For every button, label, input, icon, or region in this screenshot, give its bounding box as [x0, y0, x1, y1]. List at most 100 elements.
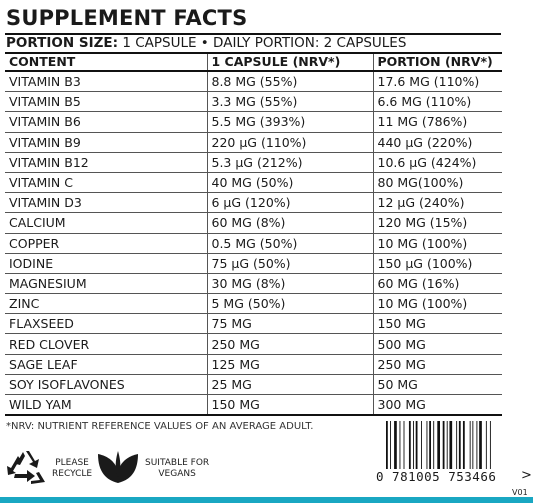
cell-per-capsule: 8.8 MG (55%) — [206, 71, 373, 93]
cell-per-capsule: 125 MG — [206, 354, 373, 375]
barcode-bar — [394, 421, 397, 469]
cell-content: VITAMIN B5 — [5, 91, 207, 113]
cell-content: VITAMIN B6 — [5, 111, 207, 133]
cell-per-portion: 10 MG (100%) — [372, 293, 502, 315]
cell-per-capsule: 6 µG (120%) — [206, 192, 373, 214]
version-code: V01 — [512, 488, 528, 497]
cell-per-capsule: 5 MG (50%) — [206, 293, 373, 315]
table-row: WILD YAM 150 MG 300 MG — [5, 394, 502, 417]
barcode-bar — [408, 421, 411, 469]
cell-content: VITAMIN B12 — [5, 152, 207, 173]
cell-per-portion: 17.6 MG (110%) — [372, 71, 502, 93]
portion-size-text: 1 CAPSULE • DAILY PORTION: 2 CAPSULES — [122, 35, 407, 51]
table-row: VITAMIN C 40 MG (50%) 80 MG(100%) — [5, 172, 502, 194]
cell-content: COPPER — [5, 233, 207, 254]
bottom-color-band — [0, 497, 533, 503]
barcode-bar — [462, 421, 465, 469]
header-content: CONTENT — [5, 52, 207, 72]
cell-per-portion: 12 µG (240%) — [372, 192, 502, 214]
cell-content: VITAMIN B3 — [5, 71, 207, 93]
cell-per-portion: 50 MG — [372, 374, 502, 396]
barcode-bar — [485, 421, 487, 469]
cell-content: VITAMIN C — [5, 172, 207, 194]
table-row: RED CLOVER 250 MG 500 MG — [5, 333, 502, 355]
barcode-bar — [403, 421, 405, 469]
cell-per-portion: 11 MG (786%) — [372, 111, 502, 133]
cell-per-capsule: 5.3 µG (212%) — [206, 152, 373, 173]
barcode-image — [386, 421, 491, 469]
cell-per-portion: 500 MG — [372, 333, 502, 355]
cell-per-portion: 250 MG — [372, 354, 502, 375]
recycle-icon — [7, 451, 45, 484]
table-row: VITAMIN D3 6 µG (120%) 12 µG (240%) — [5, 192, 502, 214]
cell-content: FLAXSEED — [5, 313, 207, 335]
recycle-line2: RECYCLE — [52, 469, 93, 479]
cell-per-capsule: 40 MG (50%) — [206, 172, 373, 194]
barcode-bar — [489, 421, 491, 469]
recycle-line1: PLEASE — [55, 458, 89, 468]
barcode-bar — [479, 421, 482, 469]
vegan-line1: SUITABLE FOR — [145, 458, 210, 468]
cell-content: ZINC — [5, 293, 207, 315]
barcode-bar — [469, 421, 471, 469]
barcode-bar — [458, 421, 461, 469]
cell-per-portion: 60 MG (16%) — [372, 273, 502, 295]
table-row: MAGNESIUM 30 MG (8%) 60 MG (16%) — [5, 273, 502, 295]
cell-per-capsule: 5.5 MG (393%) — [206, 111, 373, 133]
cell-per-portion: 150 µG (100%) — [372, 253, 502, 274]
table-row: IODINE 75 µG (50%) 150 µG (100%) — [5, 253, 502, 274]
nrv-footnote: *NRV: NUTRIENT REFERENCE VALUES OF AN AV… — [6, 421, 314, 432]
cell-per-capsule: 0.5 MG (50%) — [206, 233, 373, 254]
barcode-quiet-zone-marker: > — [521, 468, 532, 483]
cell-per-capsule: 25 MG — [206, 374, 373, 396]
header-per-capsule: 1 CAPSULE (NRV*) — [206, 52, 373, 72]
cell-per-portion: 6.6 MG (110%) — [372, 91, 502, 113]
barcode-bar — [426, 421, 428, 469]
barcode-bar — [413, 421, 414, 469]
cell-per-capsule: 30 MG (8%) — [206, 273, 373, 295]
supplement-facts-table: CONTENT 1 CAPSULE (NRV*) PORTION (NRV*) … — [5, 52, 502, 417]
barcode-bar — [442, 421, 445, 469]
cell-per-portion: 10.6 µG (424%) — [372, 152, 502, 173]
cell-per-capsule: 60 MG (8%) — [206, 212, 373, 234]
cell-per-capsule: 75 MG — [206, 313, 373, 335]
table-row: COPPER 0.5 MG (50%) 10 MG (100%) — [5, 233, 502, 254]
header-per-portion: PORTION (NRV*) — [372, 52, 502, 72]
cell-content: VITAMIN B9 — [5, 132, 207, 153]
cell-per-portion: 150 MG — [372, 313, 502, 335]
cell-content: CALCIUM — [5, 212, 207, 234]
vegan-line2: VEGANS — [158, 469, 196, 479]
portion-size-label: PORTION SIZE: — [6, 35, 119, 51]
cell-per-capsule: 220 µG (110%) — [206, 132, 373, 153]
table-row: ZINC 5 MG (50%) 10 MG (100%) — [5, 293, 502, 315]
barcode-bar — [386, 421, 388, 469]
cell-per-capsule: 3.3 MG (55%) — [206, 91, 373, 113]
please-recycle-label: PLEASE RECYCLE — [52, 458, 92, 480]
cell-per-capsule: 250 MG — [206, 333, 373, 355]
cell-per-portion: 120 MG (15%) — [372, 212, 502, 234]
table-row: VITAMIN B9 220 µG (110%) 440 µG (220%) — [5, 132, 502, 153]
barcode-bar — [476, 421, 478, 469]
supplement-facts-title: SUPPLEMENT FACTS — [6, 6, 248, 30]
table-row: VITAMIN B6 5.5 MG (393%) 11 MG (786%) — [5, 111, 502, 133]
table-row: VITAMIN B12 5.3 µG (212%) 10.6 µG (424%) — [5, 152, 502, 173]
cell-content: WILD YAM — [5, 394, 207, 417]
barcode-bar — [449, 421, 453, 469]
barcode-bar — [446, 421, 448, 469]
cell-content: MAGNESIUM — [5, 273, 207, 295]
barcode-bar — [433, 421, 435, 469]
cell-content: SOY ISOFLAVONES — [5, 374, 207, 396]
table-row: VITAMIN B5 3.3 MG (55%) 6.6 MG (110%) — [5, 91, 502, 113]
suitable-for-vegans-label: SUITABLE FOR VEGANS — [145, 458, 209, 480]
cell-per-capsule: 75 µG (50%) — [206, 253, 373, 274]
barcode-bar — [421, 421, 422, 469]
barcode-bar — [415, 421, 418, 469]
title-rule — [5, 33, 501, 35]
table-row: SAGE LEAF 125 MG 250 MG — [5, 354, 502, 375]
portion-size-line: PORTION SIZE: 1 CAPSULE • DAILY PORTION:… — [6, 35, 502, 52]
cell-content: VITAMIN D3 — [5, 192, 207, 214]
cell-per-portion: 300 MG — [372, 394, 502, 417]
barcode-digits: 0 781005 753466 — [376, 469, 497, 484]
table-header-row: CONTENT 1 CAPSULE (NRV*) PORTION (NRV*) — [5, 52, 502, 72]
cell-content: IODINE — [5, 253, 207, 274]
